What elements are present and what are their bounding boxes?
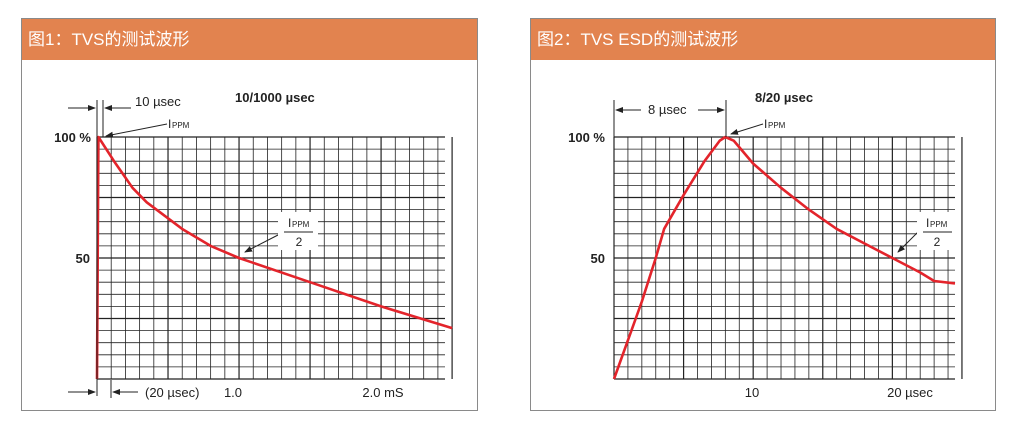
y-tick-50-fig1: 50	[76, 251, 90, 266]
y-tick-100-fig1: 100 %	[54, 130, 91, 145]
x-tick-10-fig2: 10	[745, 385, 759, 400]
ippm-half-main: I	[926, 216, 929, 230]
waveform-line	[95, 135, 453, 380]
x-tick-1-fig1: 1.0	[224, 385, 242, 400]
chart-title-fig1: 10/1000 µsec	[235, 90, 315, 105]
ippm-label-fig1: I PPM	[168, 117, 190, 131]
chart-fig1	[68, 100, 453, 398]
ippm-pointer	[105, 123, 168, 138]
ippm-main: I	[764, 117, 767, 131]
ippm-half-main: I	[288, 216, 291, 230]
panel-header-fig1: 图1：TVS的测试波形	[22, 19, 477, 60]
rise-label-fig1: 10 µsec	[135, 94, 181, 109]
ippm-half-den: 2	[934, 235, 941, 249]
ippm-half-pointer	[897, 231, 919, 253]
ippm-half-label-fig2: I PPM 2	[917, 212, 957, 250]
y-tick-100-fig2: 100 %	[568, 130, 605, 145]
ippm-half-sub: PPM	[292, 220, 310, 229]
ippm-half-pointer	[244, 234, 279, 253]
ippm-sub: PPM	[172, 121, 190, 130]
panel-header-fig2: 图2：TVS ESD的测试波形	[531, 19, 995, 60]
ippm-label-fig2: I PPM	[764, 117, 786, 131]
ippm-main: I	[168, 117, 171, 131]
x-tick-20-fig2: 20 µsec	[887, 385, 933, 400]
x-tick-2-fig1: 2.0 mS	[362, 385, 404, 400]
ippm-sub: PPM	[768, 121, 786, 130]
chart-fig2	[612, 100, 963, 380]
y-tick-50-fig2: 50	[591, 251, 605, 266]
rise-label-fig2: 8 µsec	[648, 102, 687, 117]
ippm-pointer	[730, 123, 764, 135]
base-label-fig1: (20 µsec)	[145, 385, 199, 400]
chart-title-fig2: 8/20 µsec	[755, 90, 813, 105]
ippm-half-sub: PPM	[930, 220, 948, 229]
ippm-half-label-fig1: I PPM 2	[278, 212, 318, 250]
ippm-half-den: 2	[296, 235, 303, 249]
waveform-line	[612, 135, 956, 380]
